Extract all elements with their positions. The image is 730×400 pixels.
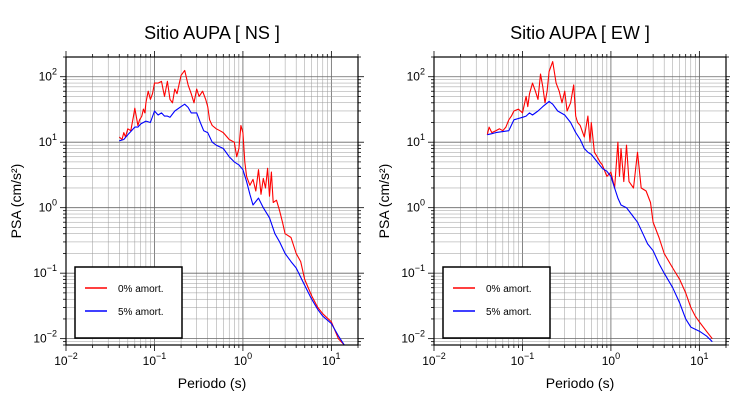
- y-tick-label: 101: [39, 132, 57, 149]
- x-axis-label: Periodo (s): [546, 375, 614, 391]
- y-tick-label: 10−1: [33, 263, 57, 280]
- axis-ticks: [428, 51, 730, 351]
- legend-label: 0% amort.: [118, 284, 164, 295]
- legend-label: 5% amort.: [486, 307, 532, 318]
- y-tick-label: 10−2: [401, 329, 425, 346]
- axis-ticks: [60, 51, 364, 351]
- x-tick-label: 100: [234, 351, 252, 368]
- chart-panel-2: 10−2 10−1 100 101 10−2 10−1 100 101 102 Sitio AUP…: [376, 23, 730, 391]
- legend: 0% amort. 5% amort.: [74, 266, 183, 339]
- y-tick-label: 100: [407, 198, 425, 215]
- chart-panel-1: 10−2 10−1 100 101 10−2 10−1 100 101 102 Sitio AUP…: [8, 23, 364, 391]
- plot-frame: [65, 56, 359, 346]
- y-axis-label: PSA (cm/s²): [376, 164, 392, 239]
- legend-label: 5% amort.: [118, 307, 164, 318]
- legend: 0% amort. 5% amort.: [442, 266, 551, 339]
- x-tick-label: 100: [602, 351, 620, 368]
- legend-label: 0% amort.: [486, 284, 532, 295]
- series-line-amort-5: [487, 100, 713, 343]
- legend-box: [442, 266, 551, 339]
- x-tick-label: 10−2: [422, 351, 446, 368]
- x-tick-label: 101: [322, 351, 340, 368]
- chart-title: Sitio AUPA [ EW ]: [510, 23, 650, 43]
- y-tick-label: 10−1: [401, 263, 425, 280]
- y-tick-label: 100: [39, 198, 57, 215]
- x-tick-label: 101: [690, 351, 708, 368]
- chart-title: Sitio AUPA [ NS ]: [144, 23, 280, 43]
- plot-frame: [433, 56, 727, 346]
- y-tick-label: 10−2: [33, 329, 57, 346]
- x-tick-label: 10−1: [143, 351, 167, 368]
- y-tick-label: 102: [39, 67, 57, 84]
- series-line-amort-5: [119, 103, 345, 346]
- y-tick-label: 101: [407, 132, 425, 149]
- y-axis-label: PSA (cm/s²): [8, 164, 24, 239]
- y-tick-label: 102: [407, 67, 425, 84]
- legend-box: [74, 266, 183, 339]
- series-line-amort-0: [118, 69, 345, 346]
- series-line-amort-0: [486, 61, 713, 340]
- x-tick-label: 10−1: [511, 351, 535, 368]
- x-tick-label: 10−2: [54, 351, 78, 368]
- x-axis-label: Periodo (s): [178, 375, 246, 391]
